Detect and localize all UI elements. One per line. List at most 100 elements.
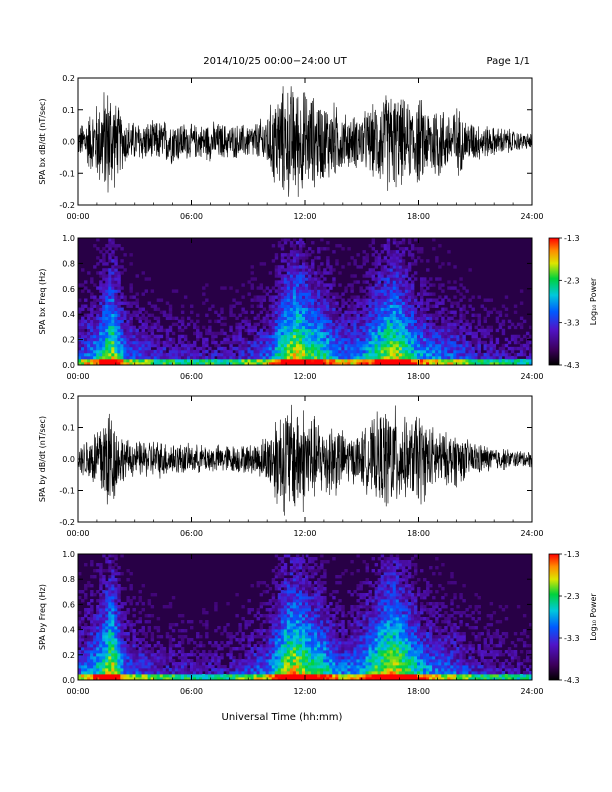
spectrogram-cell bbox=[268, 346, 273, 351]
spectrogram-cell bbox=[407, 352, 412, 357]
spectrogram-cell bbox=[383, 265, 388, 269]
spectrogram-cell bbox=[84, 563, 88, 567]
spectrogram-cell bbox=[132, 355, 136, 360]
spectrogram-cell bbox=[168, 325, 173, 330]
spectrogram-cell bbox=[353, 349, 357, 354]
spectrogram-cell bbox=[177, 614, 182, 618]
spectrogram-cell bbox=[171, 638, 176, 642]
spectrogram-cell bbox=[416, 325, 421, 330]
colorbar-tick-label: -3.3 bbox=[564, 319, 580, 328]
spectrogram-cell bbox=[265, 608, 270, 612]
spectrogram-cell bbox=[220, 307, 224, 311]
spectrogram-cell bbox=[320, 316, 324, 321]
spectrogram-cell bbox=[265, 602, 270, 606]
spectrogram-cell bbox=[193, 325, 197, 330]
spectrogram-cell bbox=[326, 289, 330, 293]
spectrogram-cell bbox=[413, 307, 418, 311]
spectrogram-cell bbox=[305, 322, 309, 327]
spectrogram-cell bbox=[308, 253, 312, 257]
spectrogram-cell bbox=[247, 346, 251, 351]
spectrogram-cell bbox=[286, 590, 291, 594]
spectrogram-cell bbox=[350, 289, 354, 293]
spectrogram-cell bbox=[208, 325, 212, 330]
spectrogram-cell bbox=[383, 298, 388, 302]
spectrogram-cell bbox=[114, 605, 118, 609]
spectrogram-cell bbox=[114, 313, 118, 318]
spectrogram-cell bbox=[241, 674, 245, 678]
spectrogram-cell bbox=[220, 671, 224, 675]
spectrogram-cell bbox=[256, 286, 260, 290]
spectrogram-cell bbox=[271, 653, 276, 657]
spectrogram-cell bbox=[305, 265, 309, 269]
spectrogram-cell bbox=[271, 623, 276, 627]
spectrogram-cell bbox=[277, 328, 282, 333]
spectrogram-cell bbox=[214, 361, 218, 366]
spectrogram-cell bbox=[235, 659, 239, 663]
spectrogram-cell bbox=[274, 328, 279, 333]
spectrogram-cell bbox=[123, 334, 127, 339]
spectrogram-cell bbox=[99, 632, 103, 636]
spectrogram-cell bbox=[78, 343, 82, 348]
spectrogram-cell bbox=[407, 343, 412, 348]
spectrogram-cell bbox=[226, 641, 230, 645]
spectrogram-cell bbox=[247, 650, 251, 654]
spectrogram-cell bbox=[150, 355, 155, 360]
spectrogram-cell bbox=[311, 259, 315, 263]
spectrogram-cell bbox=[102, 352, 106, 357]
spectrogram-cell bbox=[404, 322, 409, 327]
spectrogram-cell bbox=[256, 674, 260, 678]
spectrogram-cell bbox=[338, 358, 342, 363]
spectrogram-cell bbox=[453, 358, 457, 363]
spectrogram-cell bbox=[262, 325, 267, 330]
spectrogram-cell bbox=[332, 280, 336, 284]
spectrogram-cell bbox=[392, 316, 397, 321]
spectrogram-cell bbox=[298, 346, 303, 351]
spectrogram-cell bbox=[268, 659, 273, 663]
spectrogram-cell bbox=[108, 668, 112, 672]
spectrogram-cell bbox=[126, 334, 130, 339]
spectrogram-cell bbox=[93, 671, 97, 675]
spectrogram-cell bbox=[314, 358, 318, 363]
spectrogram-cell bbox=[244, 328, 248, 333]
spectrogram-cell bbox=[256, 611, 260, 615]
spectrogram-cell bbox=[274, 611, 279, 615]
spectrogram-cell bbox=[495, 352, 500, 357]
spectrogram-cell bbox=[78, 340, 82, 345]
spectrogram-cell bbox=[102, 292, 106, 296]
spectrogram-cell bbox=[177, 671, 182, 675]
spectrogram-cell bbox=[462, 361, 466, 366]
spectrogram-cell bbox=[347, 349, 351, 354]
spectrogram-cell bbox=[274, 572, 279, 576]
spectrogram-cell bbox=[141, 656, 145, 660]
spectrogram-cell bbox=[105, 620, 109, 624]
spectrogram-cell bbox=[289, 292, 294, 296]
spectrogram-cell bbox=[105, 343, 109, 348]
spectrogram-cell bbox=[156, 629, 161, 633]
spectrogram-cell bbox=[401, 292, 406, 296]
spectrogram-cell bbox=[286, 268, 291, 272]
spectrogram-cell bbox=[141, 307, 145, 311]
spectrogram-cell bbox=[374, 304, 379, 308]
spectrogram-cell bbox=[138, 611, 142, 615]
spectrogram-cell bbox=[138, 641, 142, 645]
spectrogram-cell bbox=[99, 626, 103, 630]
spectrogram-cell bbox=[492, 355, 497, 360]
spectrogram-cell bbox=[132, 635, 136, 639]
spectrogram-cell bbox=[117, 650, 121, 654]
spectrogram-cell bbox=[362, 313, 366, 318]
spectrogram-cell bbox=[156, 626, 161, 630]
spectrogram-cell bbox=[144, 349, 149, 354]
spectrogram-cell bbox=[283, 283, 288, 287]
spectrogram-cell bbox=[199, 653, 203, 657]
spectrogram-cell bbox=[413, 325, 418, 330]
spectrogram-cell bbox=[268, 298, 273, 302]
spectrogram-cell bbox=[426, 331, 430, 336]
spectrogram-cell bbox=[102, 665, 106, 669]
spectrogram-cell bbox=[513, 361, 518, 366]
spectrogram-cell bbox=[235, 337, 239, 342]
spectrogram-cell bbox=[105, 313, 109, 318]
spectrogram-cell bbox=[292, 349, 297, 354]
spectrogram-cell bbox=[435, 277, 439, 281]
spectrogram-cell bbox=[274, 265, 279, 269]
spectrogram-cell bbox=[413, 301, 418, 305]
